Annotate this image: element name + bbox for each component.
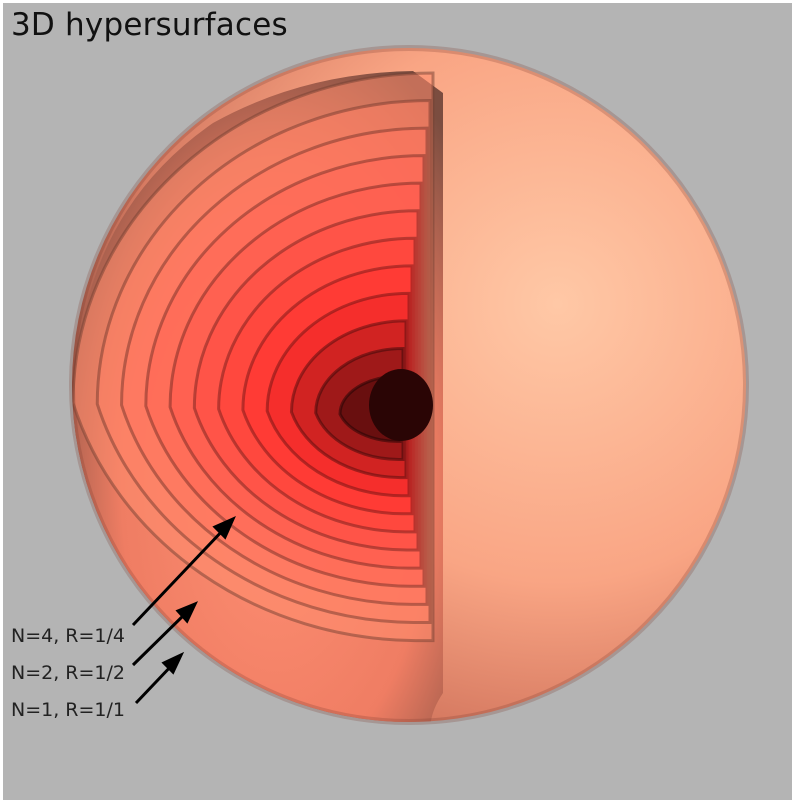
nested-shells — [72, 71, 435, 643]
hypersurface-diagram — [69, 45, 749, 725]
arrowhead-n4 — [212, 516, 236, 540]
viewport: 3D hypersurfaces — [3, 3, 792, 800]
arrow-n4 — [131, 526, 227, 627]
label-n4: N=4, R=1/4 — [11, 625, 125, 647]
inner-core — [369, 369, 433, 441]
arrow-n2 — [131, 609, 190, 667]
arrowhead-n2 — [175, 601, 199, 624]
arrows — [131, 516, 236, 705]
label-n1: N=1, R=1/1 — [11, 699, 125, 721]
arrowhead-n1 — [161, 651, 185, 675]
figure-title: 3D hypersurfaces — [11, 7, 288, 43]
arrow-n1 — [134, 661, 176, 705]
label-n2: N=2, R=1/2 — [11, 662, 125, 684]
